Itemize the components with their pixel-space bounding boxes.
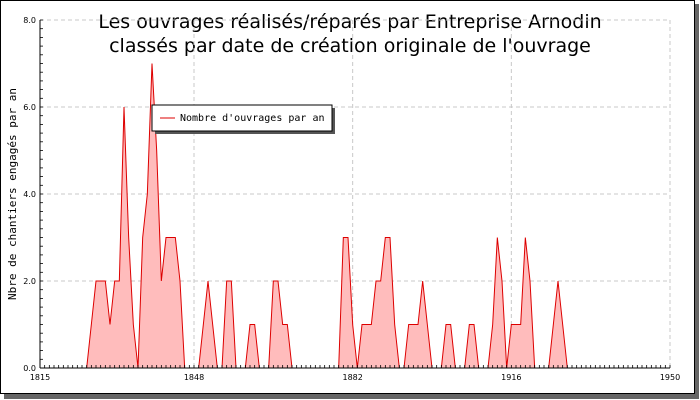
y-tick-label: 2.0	[23, 277, 36, 286]
x-tick-label: 1882	[342, 373, 362, 382]
y-tick-label: 8.0	[23, 16, 36, 25]
y-tick-label: 0.0	[23, 364, 36, 373]
chart-title-line-2: classés par date de création originale d…	[109, 35, 591, 57]
y-tick-label: 6.0	[23, 103, 36, 112]
series-line	[86, 63, 568, 369]
x-tick-label: 1916	[501, 373, 521, 382]
legend: Nombre d'ouvrages par an	[151, 104, 335, 134]
legend-entry-label: Nombre d'ouvrages par an	[180, 113, 325, 124]
axes	[39, 19, 671, 369]
chart-title-line-1: Les ouvrages réalisés/réparés par Entrep…	[98, 11, 601, 33]
gridlines	[40, 19, 671, 368]
y-axis-label: Nbre de chantiers engagés par an	[6, 88, 19, 300]
tick-labels: 0.0 2.0 4.0 6.0 8.0 1815 1848 1882 1916 1950	[23, 16, 680, 382]
x-tick-label: 1815	[30, 373, 50, 382]
plot-area	[86, 63, 568, 369]
x-tick-label: 1848	[184, 373, 204, 382]
legend-box	[151, 104, 333, 132]
x-tick-label: 1950	[660, 373, 680, 382]
y-tick-label: 4.0	[23, 190, 36, 199]
